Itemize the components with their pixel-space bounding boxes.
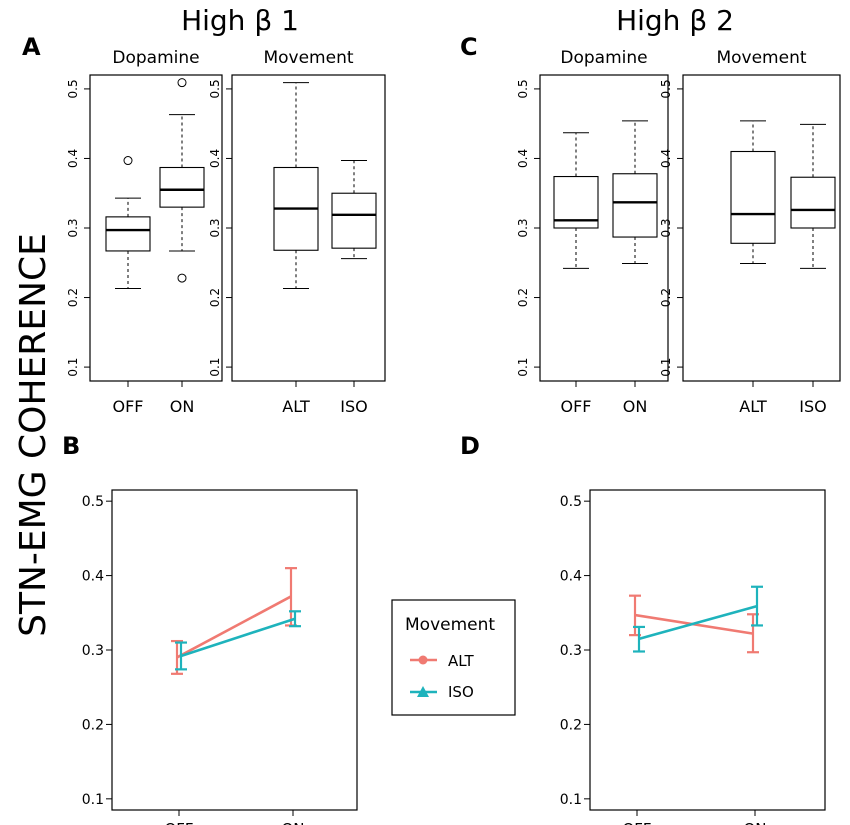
series-iso bbox=[633, 585, 763, 653]
y-tick-label: 0.5 bbox=[516, 79, 530, 98]
box-iso bbox=[331, 160, 377, 260]
y-tick-label: 0.5 bbox=[208, 79, 222, 98]
y-tick-label: 0.1 bbox=[66, 358, 80, 377]
legend-iso-marker bbox=[417, 686, 429, 697]
subplot-title: Dopamine bbox=[560, 48, 647, 68]
y-axis-label: STN-EMG COHERENCE bbox=[13, 233, 54, 637]
box-body bbox=[331, 192, 377, 249]
series-line bbox=[638, 604, 758, 641]
legend-box bbox=[391, 599, 516, 716]
legend-iso-label: ISO bbox=[448, 683, 474, 701]
y-tick-label: 0.4 bbox=[659, 149, 673, 168]
y-tick-label: 0.1 bbox=[659, 358, 673, 377]
y-tick-label: 0.1 bbox=[516, 358, 530, 377]
legend-alt-marker bbox=[418, 655, 428, 665]
panel-label-a: A bbox=[22, 33, 41, 61]
plot-frame bbox=[111, 489, 358, 811]
y-tick-label: 0.4 bbox=[560, 569, 582, 585]
y-tick-label: 0.3 bbox=[560, 643, 582, 659]
plot-frame bbox=[589, 489, 826, 811]
legend-item-alt: ALT bbox=[410, 652, 475, 670]
box-on bbox=[159, 78, 205, 283]
x-tick-label: OFF bbox=[561, 397, 592, 416]
panel-label-c: C bbox=[460, 33, 478, 61]
x-tick-label: ALT bbox=[282, 397, 310, 416]
y-tick-label: 0.5 bbox=[560, 494, 582, 510]
chart-d: 0.1 0.2 0.3 0.4 0.5 OFF ON bbox=[560, 489, 826, 825]
box-off bbox=[105, 156, 151, 290]
chart-c-dopamine: 0.1 0.2 0.3 0.4 0.5 OFF ON Dopamine bbox=[516, 48, 669, 416]
y-tick-label: 0.4 bbox=[82, 569, 104, 585]
box-off bbox=[553, 132, 599, 269]
x-tick-label: ON bbox=[743, 820, 766, 825]
y-tick-label: 0.4 bbox=[516, 149, 530, 168]
y-tick-label: 0.2 bbox=[560, 717, 582, 733]
y-tick-label: 0.3 bbox=[82, 643, 104, 659]
x-tick-label: ON bbox=[623, 397, 648, 416]
y-tick-label: 0.2 bbox=[659, 288, 673, 307]
legend: Movement ALT ISO bbox=[391, 599, 516, 716]
box-body bbox=[730, 150, 776, 244]
chart-c-movement: 0.1 0.2 0.3 0.4 0.5 ALT ISO Movement bbox=[659, 48, 841, 416]
x-tick-label: ON bbox=[281, 820, 304, 825]
y-tick-label: 0.2 bbox=[82, 717, 104, 733]
outlier-point bbox=[123, 156, 133, 166]
y-tick-label: 0.2 bbox=[516, 288, 530, 307]
box-alt bbox=[730, 120, 776, 264]
figure-title-right: High β 2 bbox=[616, 4, 734, 37]
y-tick-label: 0.1 bbox=[82, 792, 104, 808]
figure-title-left: High β 1 bbox=[181, 4, 299, 37]
outlier-point bbox=[177, 78, 187, 88]
series-line bbox=[176, 595, 292, 659]
legend-item-iso: ISO bbox=[410, 683, 474, 701]
x-tick-label: ON bbox=[170, 397, 195, 416]
x-tick-label: OFF bbox=[164, 820, 193, 825]
y-tick-label: 0.2 bbox=[66, 288, 80, 307]
series-iso bbox=[175, 610, 301, 671]
series-alt bbox=[171, 567, 297, 675]
box-iso bbox=[790, 123, 836, 269]
box-body bbox=[612, 173, 658, 238]
y-tick-label: 0.1 bbox=[560, 792, 582, 808]
x-tick-label: ISO bbox=[340, 397, 367, 416]
subplot-title: Movement bbox=[716, 48, 806, 68]
y-tick-label: 0.3 bbox=[516, 218, 530, 237]
chart-b: 0.1 0.2 0.3 0.4 0.5 OFF ON bbox=[82, 489, 358, 825]
y-tick-label: 0.3 bbox=[659, 218, 673, 237]
box-alt bbox=[273, 82, 319, 290]
y-tick-label: 0.2 bbox=[208, 288, 222, 307]
y-tick-label: 0.5 bbox=[82, 494, 104, 510]
y-tick-label: 0.3 bbox=[66, 218, 80, 237]
plots: 0.1 0.2 0.3 0.4 0.5 OFF ON Dopamine 0.1 0.2 0.3 0.4… bbox=[66, 48, 841, 825]
x-tick-label: OFF bbox=[113, 397, 144, 416]
chart-a-dopamine: 0.1 0.2 0.3 0.4 0.5 OFF ON Dopamine bbox=[66, 48, 223, 416]
y-tick-label: 0.3 bbox=[208, 218, 222, 237]
box-body bbox=[105, 216, 151, 252]
y-tick-label: 0.4 bbox=[208, 149, 222, 168]
panel-label-d: D bbox=[460, 432, 480, 460]
x-tick-label: OFF bbox=[622, 820, 651, 825]
subplot-title: Movement bbox=[263, 48, 353, 68]
chart-a-movement: 0.1 0.2 0.3 0.4 0.5 ALT ISO Movement bbox=[208, 48, 386, 416]
y-tick-label: 0.1 bbox=[208, 358, 222, 377]
panel-label-b: B bbox=[62, 432, 80, 460]
outlier-point bbox=[177, 273, 187, 283]
y-tick-label: 0.5 bbox=[66, 79, 80, 98]
box-on bbox=[612, 120, 658, 264]
y-tick-label: 0.4 bbox=[66, 149, 80, 168]
subplot-title: Dopamine bbox=[112, 48, 199, 68]
legend-alt-label: ALT bbox=[448, 652, 475, 670]
x-tick-label: ISO bbox=[799, 397, 826, 416]
legend-title: Movement bbox=[405, 615, 495, 635]
box-body bbox=[159, 166, 205, 208]
box-body bbox=[790, 176, 836, 229]
series-line bbox=[180, 617, 296, 658]
x-tick-label: ALT bbox=[739, 397, 767, 416]
y-tick-label: 0.5 bbox=[659, 79, 673, 98]
